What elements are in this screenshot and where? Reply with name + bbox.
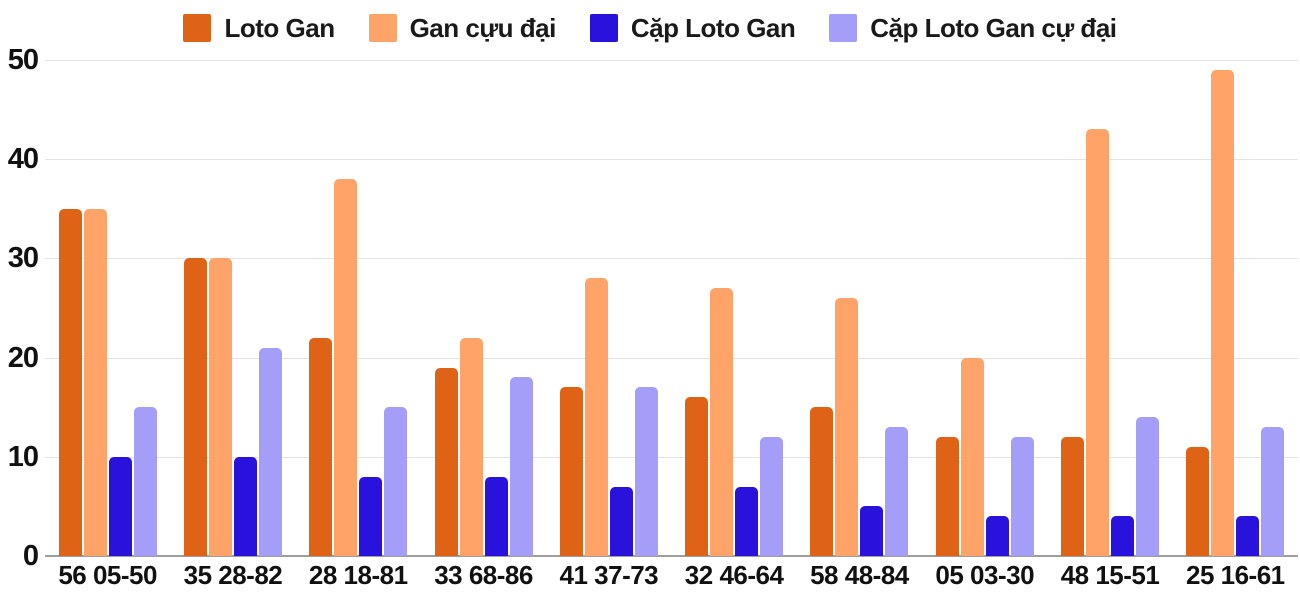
bar-cap-loto-gan-cu-dai-56-05-50[interactable] [133,407,157,556]
legend-label: Cặp Loto Gan cự đại [870,12,1117,43]
plot-area [45,60,1298,557]
bar-loto-gan-41-37-73[interactable] [559,387,583,556]
gridline [45,456,1298,458]
bar-cap-loto-gan-cu-dai-58-48-84[interactable] [885,427,909,556]
x-axis: 56 05-50 35 28-82 28 18-81 33 68-86 41 37-73… [45,560,1298,590]
bar-cap-loto-gan-28-18-81[interactable] [359,476,383,556]
legend-label: Gan cựu đại [409,12,557,43]
legend-item-cap-loto-gan[interactable]: Cặp Loto Gan [589,12,796,44]
bar-cap-loto-gan-33-68-86[interactable] [484,476,508,556]
legend-item-loto-gan[interactable]: Loto Gan [183,12,335,44]
bar-cap-loto-gan-cu-dai-32-46-64[interactable] [760,436,784,556]
bar-group-33-68-86 [421,60,546,556]
bar-cap-loto-gan-35-28-82[interactable] [233,456,257,556]
gridline [45,357,1298,359]
bar-gan-cuu-dai-48-15-51[interactable] [1086,129,1110,556]
bar-cap-loto-gan-cu-dai-41-37-73[interactable] [634,387,658,556]
bar-group-25-16-61 [1173,60,1298,556]
bar-gan-cuu-dai-05-03-30[interactable] [960,357,984,556]
bar-cap-loto-gan-cu-dai-33-68-86[interactable] [509,377,533,556]
y-tick-label: 20 [7,341,39,374]
bar-group-58-48-84 [797,60,922,556]
bar-group-35-28-82 [170,60,295,556]
legend-swatch-icon [183,14,212,42]
gridline [45,159,1298,161]
bar-loto-gan-32-46-64[interactable] [685,397,709,556]
bar-gan-cuu-dai-25-16-61[interactable] [1211,69,1235,556]
bar-loto-gan-28-18-81[interactable] [309,337,333,556]
bar-loto-gan-48-15-51[interactable] [1061,436,1085,556]
chart-legend: Loto Gan Gan cựu đại Cặp Loto Gan Cặp Loto … [0,8,1300,48]
legend-item-gan-cuu-dai[interactable]: Gan cựu đại [368,12,557,44]
bar-gan-cuu-dai-58-48-84[interactable] [835,298,859,556]
bar-group-28-18-81 [296,60,421,556]
x-tick-label: 32 46-64 [684,560,784,590]
gridline [45,258,1298,260]
bar-cap-loto-gan-58-48-84[interactable] [860,506,884,556]
bar-cap-loto-gan-cu-dai-05-03-30[interactable] [1010,436,1034,556]
bar-loto-gan-35-28-82[interactable] [183,258,207,556]
bar-cap-loto-gan-48-15-51[interactable] [1111,516,1135,556]
bar-gan-cuu-dai-35-28-82[interactable] [208,258,232,556]
bar-cap-loto-gan-cu-dai-28-18-81[interactable] [384,407,408,556]
y-tick-label: 40 [7,143,39,176]
x-axis-baseline [45,555,1298,557]
bar-cap-loto-gan-32-46-64[interactable] [735,486,759,556]
y-tick-label: 30 [7,242,39,275]
bar-loto-gan-33-68-86[interactable] [434,367,458,556]
gridline [45,60,1298,61]
bar-gan-cuu-dai-56-05-50[interactable] [83,208,107,556]
x-tick-label: 28 18-81 [308,560,408,590]
bar-gan-cuu-dai-33-68-86[interactable] [459,337,483,556]
x-tick-label: 25 16-61 [1185,560,1285,590]
bar-group-32-46-64 [671,60,796,556]
legend-item-cap-loto-gan-cu-dai[interactable]: Cặp Loto Gan cự đại [829,12,1117,44]
y-tick-label: 10 [7,440,39,473]
bar-group-56-05-50 [45,60,170,556]
legend-swatch-icon [368,14,397,42]
x-tick-label: 48 15-51 [1060,560,1160,590]
x-tick-label: 58 48-84 [810,560,909,590]
x-tick-label: 33 68-86 [434,560,533,590]
bar-cap-loto-gan-56-05-50[interactable] [108,456,132,556]
legend-label: Cặp Loto Gan [630,12,796,43]
bar-loto-gan-25-16-61[interactable] [1186,446,1210,556]
bar-cap-loto-gan-05-03-30[interactable] [985,516,1009,556]
legend-swatch-icon [829,14,858,42]
bar-group-48-15-51 [1047,60,1172,556]
legend-label: Loto Gan [224,12,335,43]
x-tick-label: 41 37-73 [559,560,659,590]
x-tick-label: 56 05-50 [58,560,157,590]
bar-gan-cuu-dai-28-18-81[interactable] [334,179,358,556]
bar-loto-gan-58-48-84[interactable] [810,407,834,556]
y-tick-label: 0 [22,540,39,572]
bar-group-05-03-30 [922,60,1047,556]
bar-cap-loto-gan-cu-dai-25-16-61[interactable] [1261,427,1285,556]
bar-cap-loto-gan-25-16-61[interactable] [1236,516,1260,556]
legend-swatch-icon [589,14,618,42]
y-tick-label: 50 [7,44,39,76]
bar-cap-loto-gan-cu-dai-48-15-51[interactable] [1136,417,1160,556]
x-tick-label: 35 28-82 [183,560,283,590]
bar-group-41-37-73 [546,60,671,556]
bar-gan-cuu-dai-41-37-73[interactable] [584,278,608,556]
bar-groups [45,60,1298,556]
bar-cap-loto-gan-cu-dai-35-28-82[interactable] [258,347,282,556]
x-tick-label: 05 03-30 [935,560,1035,590]
bar-gan-cuu-dai-32-46-64[interactable] [710,288,734,556]
bar-cap-loto-gan-41-37-73[interactable] [609,486,633,556]
bar-loto-gan-56-05-50[interactable] [58,208,82,556]
y-axis: 0 10 20 30 40 50 [0,0,39,600]
bar-loto-gan-05-03-30[interactable] [935,436,959,556]
